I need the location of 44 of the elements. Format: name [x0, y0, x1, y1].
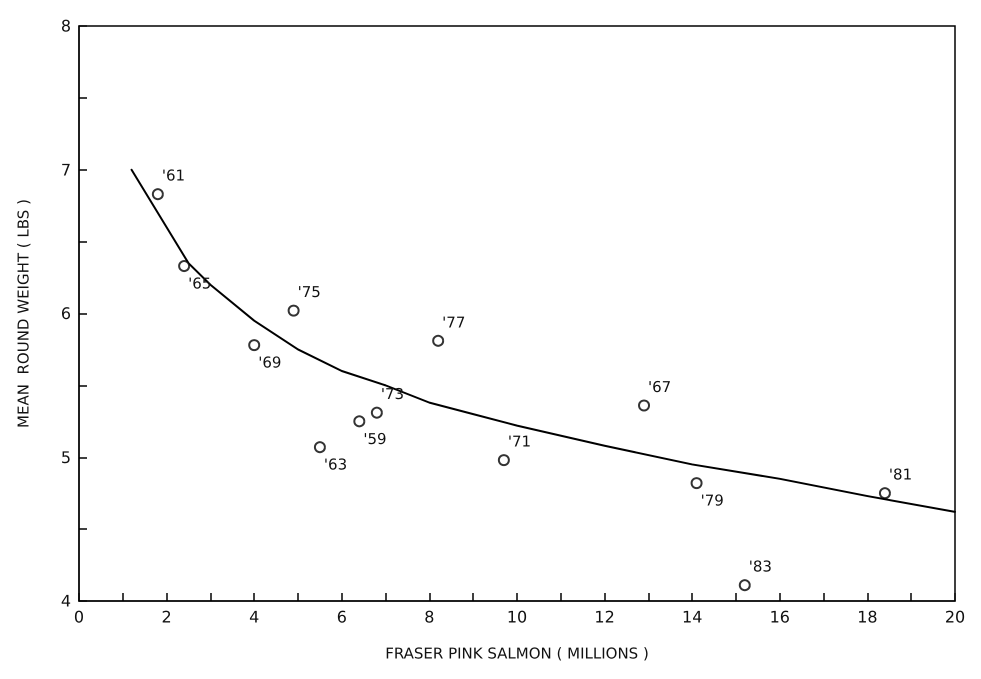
annotation: '81 — [888, 466, 912, 484]
annotation: '83 — [748, 558, 772, 576]
annotation: '69 — [258, 354, 282, 372]
y-tick-label: 6 — [60, 304, 71, 323]
point — [248, 339, 260, 352]
point — [690, 477, 703, 490]
y-tick-label: 8 — [60, 16, 71, 36]
annotation: '59 — [363, 430, 387, 448]
annotation: '79 — [700, 492, 724, 510]
annotation: '73 — [380, 385, 404, 404]
x-tick-label: 20 — [944, 608, 966, 626]
point — [314, 441, 326, 454]
x-tick-label: 4 — [249, 608, 260, 626]
x-tick-label: 16 — [770, 608, 790, 626]
point — [370, 406, 383, 419]
annotation: '75 — [298, 283, 321, 302]
point — [288, 304, 300, 317]
x-tick-label: 2 — [162, 608, 172, 626]
annotation: '61 — [162, 166, 186, 185]
x-tick-label: 14 — [682, 608, 702, 626]
point — [353, 415, 366, 428]
x-tick-label: 18 — [857, 608, 878, 626]
y-tick-label: 7 — [60, 160, 71, 180]
point — [432, 334, 444, 347]
x-tick-label: 8 — [424, 608, 434, 626]
x-tick-label: 10 — [506, 608, 528, 626]
annotation: '67 — [648, 378, 672, 396]
annotation: '63 — [324, 456, 348, 474]
point — [152, 188, 164, 200]
x-tick-label: 6 — [336, 608, 347, 626]
y-tick-label: 5 — [60, 448, 71, 467]
point — [878, 487, 891, 500]
y-tick-label: 4 — [60, 592, 71, 610]
point — [638, 400, 650, 412]
x-axis-title: FRASER PINK SALMON ( MILLIONS ) — [385, 644, 649, 662]
annotation: '71 — [508, 432, 532, 451]
annotation: '65 — [188, 274, 212, 293]
point — [738, 579, 751, 592]
point — [178, 260, 190, 272]
point — [498, 454, 510, 466]
x-tick-label: 0 — [74, 608, 84, 626]
x-tick-label: 12 — [594, 608, 615, 626]
annotation: '77 — [442, 313, 466, 332]
y-axis-title: MEAN ROUND WEIGHT ( LBS ) — [14, 199, 32, 428]
